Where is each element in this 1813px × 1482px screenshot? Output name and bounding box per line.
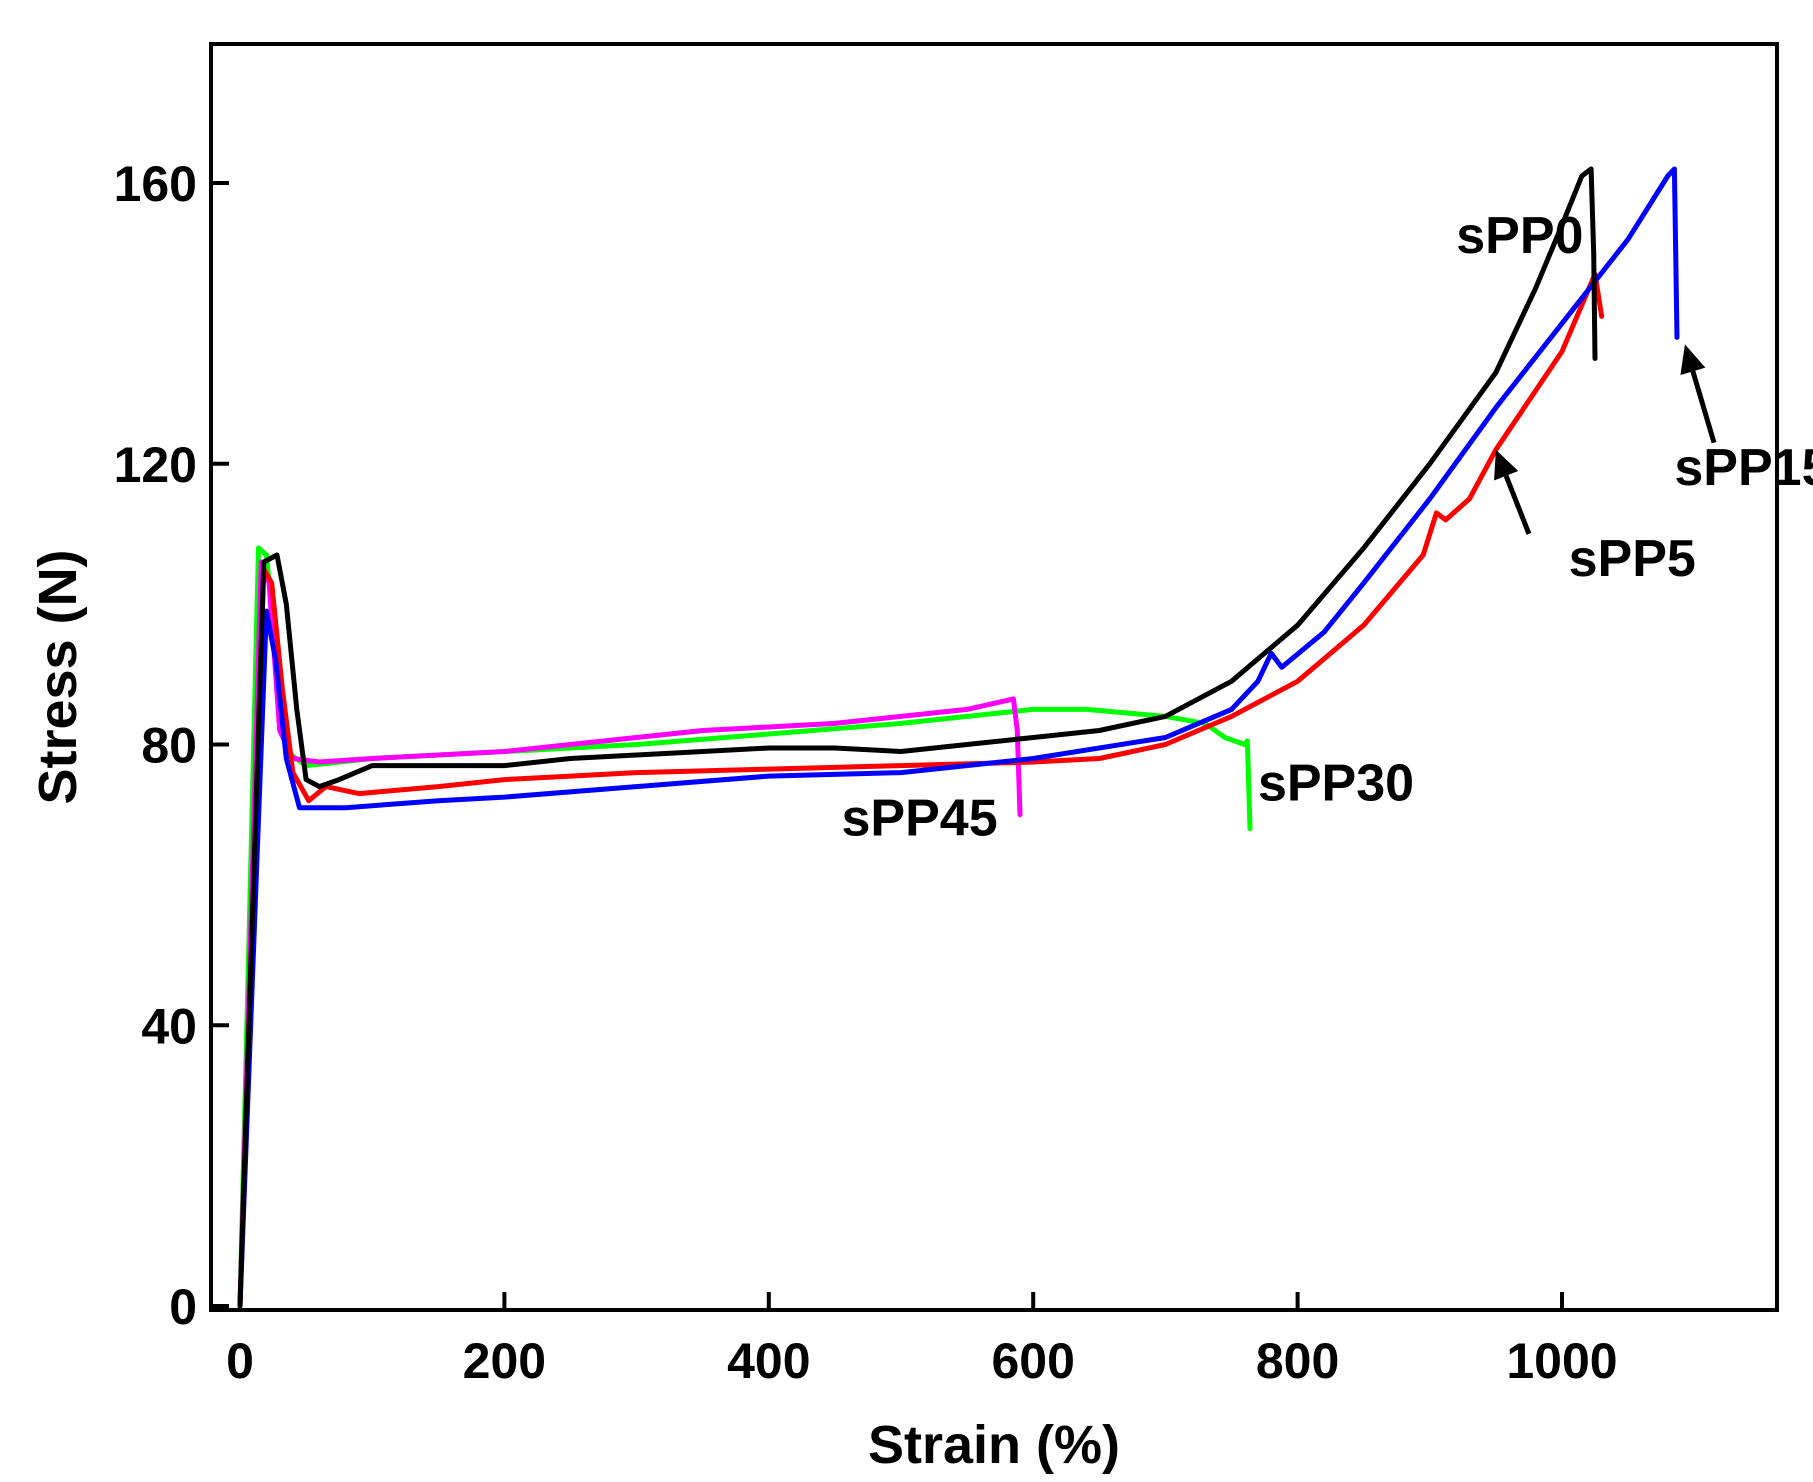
series-label-spp15: sPP15 xyxy=(1674,439,1813,497)
annotation-arrow-head xyxy=(1680,344,1706,375)
x-tick-label: 1000 xyxy=(1506,1333,1617,1389)
y-tick-label: 0 xyxy=(169,1279,197,1335)
series-line-spp30 xyxy=(237,545,1253,1309)
series-label-spp45: sPP45 xyxy=(842,790,998,848)
series-label-spp30: sPP30 xyxy=(1258,755,1414,813)
series-label-spp0: sPP0 xyxy=(1456,207,1583,265)
series-line-spp45 xyxy=(237,559,1023,1309)
annotation-arrow-shaft xyxy=(1503,474,1532,535)
series-label-spp5: sPP5 xyxy=(1569,530,1696,588)
data-series xyxy=(237,166,1680,1309)
y-tick-label: 80 xyxy=(141,718,197,774)
series-annotations: sPP0 sPP5 sPP15 sPP30 sPP45 xyxy=(842,207,1813,848)
y-tick-label: 160 xyxy=(114,156,197,212)
annotation-arrow-head xyxy=(1494,449,1519,481)
x-tick-label: 400 xyxy=(727,1333,810,1389)
y-tick-label: 40 xyxy=(141,998,197,1054)
x-axis-ticks: 0 200 400 600 800 1000 xyxy=(226,1292,1618,1389)
y-axis-ticks: 0 40 80 120 160 xyxy=(114,156,229,1335)
series-line-spp0 xyxy=(237,166,1598,1309)
series-line-spp15 xyxy=(237,166,1680,1309)
y-axis-title: Stress (N) xyxy=(28,549,88,804)
x-tick-label: 0 xyxy=(226,1333,254,1389)
y-tick-label: 120 xyxy=(114,437,197,493)
x-tick-label: 800 xyxy=(1256,1333,1339,1389)
x-axis-title: Strain (%) xyxy=(868,1415,1120,1475)
x-tick-label: 200 xyxy=(463,1333,546,1389)
x-tick-label: 600 xyxy=(991,1333,1074,1389)
annotation-arrow-shaft xyxy=(1690,370,1717,444)
plot-frame xyxy=(209,42,1779,1312)
